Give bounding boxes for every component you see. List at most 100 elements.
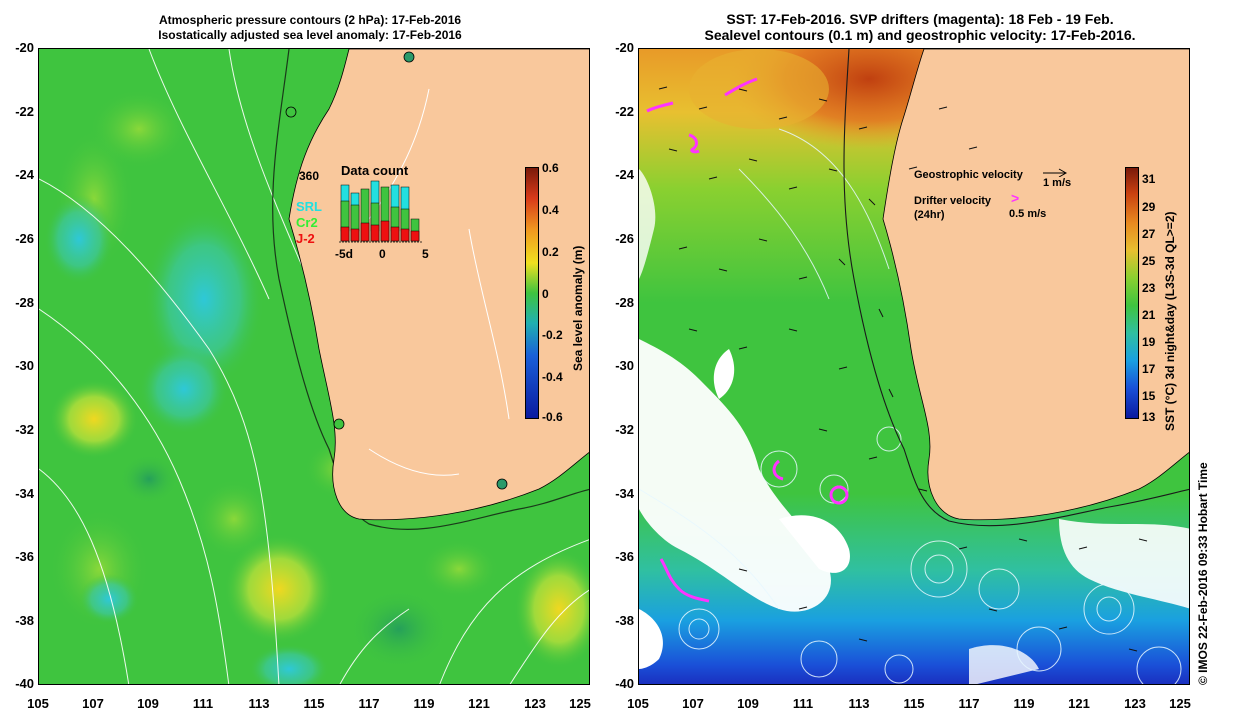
left-ytick: -26	[15, 231, 34, 246]
left-title-line1: Atmospheric pressure contours (2 hPa): 1…	[158, 13, 462, 27]
drifter-velocity-scale: 0.5 m/s	[1009, 208, 1047, 220]
right-ytick: -30	[615, 358, 634, 373]
right-ytick: -26	[615, 231, 634, 246]
legend-cr2: Cr2	[296, 215, 318, 230]
left-ytick: -36	[15, 549, 34, 564]
left-xtick: 121	[468, 696, 490, 711]
right-xtick: 109	[737, 696, 759, 711]
right-xtick: 121	[1068, 696, 1090, 711]
left-xtick: 119	[413, 696, 435, 711]
right-xtick: 113	[848, 696, 870, 711]
sla-map-svg	[39, 49, 589, 684]
right-xtick: 111	[792, 696, 814, 711]
sst-map-svg	[639, 49, 1189, 684]
left-ytick: -24	[15, 167, 34, 182]
left-xtick: 109	[137, 696, 159, 711]
sst-cb-tick: 27	[1142, 227, 1156, 241]
sst-cb-tick: 17	[1142, 362, 1156, 376]
left-xtick: 107	[82, 696, 104, 711]
tide-gauge-marker	[403, 51, 415, 63]
sla-cb-tick: 0.4	[542, 203, 559, 217]
left-xtick: 111	[192, 696, 214, 711]
left-xtick: 125	[569, 696, 591, 711]
sst-colorbar-label: SST (°C) 3d night&day (L3S-3d QL>=2)	[1163, 211, 1177, 432]
inset-count: 360	[299, 169, 320, 183]
sla-cb-tick: 0.6	[542, 161, 559, 175]
sst-cb-tick: 19	[1142, 335, 1156, 349]
left-ytick: -22	[15, 104, 34, 119]
shelf-contour	[272, 49, 589, 530]
inset-xtick: 5	[422, 247, 429, 261]
left-xtick: 123	[524, 696, 546, 711]
right-title-line1: SST: 17-Feb-2016. SVP drifters (magenta)…	[726, 11, 1114, 27]
sst-cb-tick: 25	[1142, 254, 1156, 268]
left-ytick: -34	[15, 486, 34, 501]
right-xtick: 115	[903, 696, 925, 711]
tide-gauge-marker	[496, 478, 508, 490]
sst-colorbar	[1125, 167, 1139, 419]
left-ytick: -38	[15, 613, 34, 628]
drifter-velocity-label: Drifter velocity	[914, 195, 992, 207]
left-xtick: 117	[358, 696, 380, 711]
tide-gauge-marker	[333, 418, 345, 430]
sla-map: 360 Data count SRL Cr2 J-2 -5d 0 5 0.6 0…	[38, 48, 590, 685]
right-ytick: -34	[615, 486, 634, 501]
sla-cb-tick: -0.6	[542, 410, 563, 424]
cloud-mask	[639, 169, 1189, 684]
right-ytick: -28	[615, 295, 634, 310]
drifter-arrow-icon: >	[1011, 190, 1020, 206]
right-ytick: -38	[615, 613, 634, 628]
right-xtick: 125	[1169, 696, 1191, 711]
sst-cb-tick: 23	[1142, 281, 1156, 295]
left-ytick: -30	[15, 358, 34, 373]
sla-cb-tick: 0.2	[542, 245, 559, 259]
left-title-line2: Isostatically adjusted sea level anomaly…	[158, 28, 462, 42]
right-xtick: 117	[958, 696, 980, 711]
left-ytick: -40	[15, 676, 34, 691]
right-xtick: 123	[1124, 696, 1146, 711]
inset-xtick: -5d	[335, 247, 353, 261]
right-ytick: -32	[615, 422, 634, 437]
inset-title: Data count	[341, 163, 409, 178]
right-xtick: 107	[682, 696, 704, 711]
sla-cb-tick: 0	[542, 287, 549, 301]
geostrophic-arrows	[658, 86, 1148, 652]
sla-cb-tick: -0.2	[542, 328, 563, 342]
sst-land-mass	[882, 49, 1189, 521]
left-ytick: -32	[15, 422, 34, 437]
geo-velocity-scale: 1 m/s	[1043, 177, 1072, 189]
drifter-tracks	[646, 77, 849, 603]
land-mass	[288, 49, 589, 521]
sla-blobs	[44, 89, 589, 684]
sst-cb-tick: 21	[1142, 308, 1156, 322]
left-ytick: -20	[15, 40, 34, 55]
tide-gauge-marker	[285, 106, 297, 118]
geo-velocity-label: Geostrophic velocity	[914, 169, 1023, 181]
right-xtick: 105	[627, 696, 649, 711]
right-ytick: -20	[615, 40, 634, 55]
inset-xtick: 0	[379, 247, 386, 261]
sst-cb-tick: 13	[1142, 410, 1156, 424]
left-xtick: 105	[27, 696, 49, 711]
right-xtick: 119	[1013, 696, 1035, 711]
right-ytick: -40	[615, 676, 634, 691]
sst-cb-tick: 15	[1142, 389, 1156, 403]
legend-j2: J-2	[296, 231, 315, 246]
drifter-velocity-sub: (24hr)	[914, 209, 945, 221]
right-ytick: -24	[615, 167, 634, 182]
legend-srl: SRL	[296, 199, 322, 214]
sst-cb-tick: 31	[1142, 172, 1156, 186]
sla-cb-tick: -0.4	[542, 370, 563, 384]
sla-colorbar	[525, 167, 539, 419]
right-ytick: -22	[615, 104, 634, 119]
sla-colorbar-label: Sea level anomaly (m)	[571, 245, 585, 371]
geo-velocity-arrow	[1043, 168, 1068, 177]
left-xtick: 113	[248, 696, 270, 711]
left-ytick: -28	[15, 295, 34, 310]
imos-credit: © IMOS 22-Feb-2016 09:33 Hobart Time	[1196, 462, 1210, 685]
left-xtick: 115	[303, 696, 325, 711]
inset-bars	[339, 180, 423, 243]
right-title-line2: Sealevel contours (0.1 m) and geostrophi…	[704, 27, 1136, 43]
sst-cb-tick: 29	[1142, 200, 1156, 214]
sst-map: Geostrophic velocity 1 m/s Drifter veloc…	[638, 48, 1190, 685]
